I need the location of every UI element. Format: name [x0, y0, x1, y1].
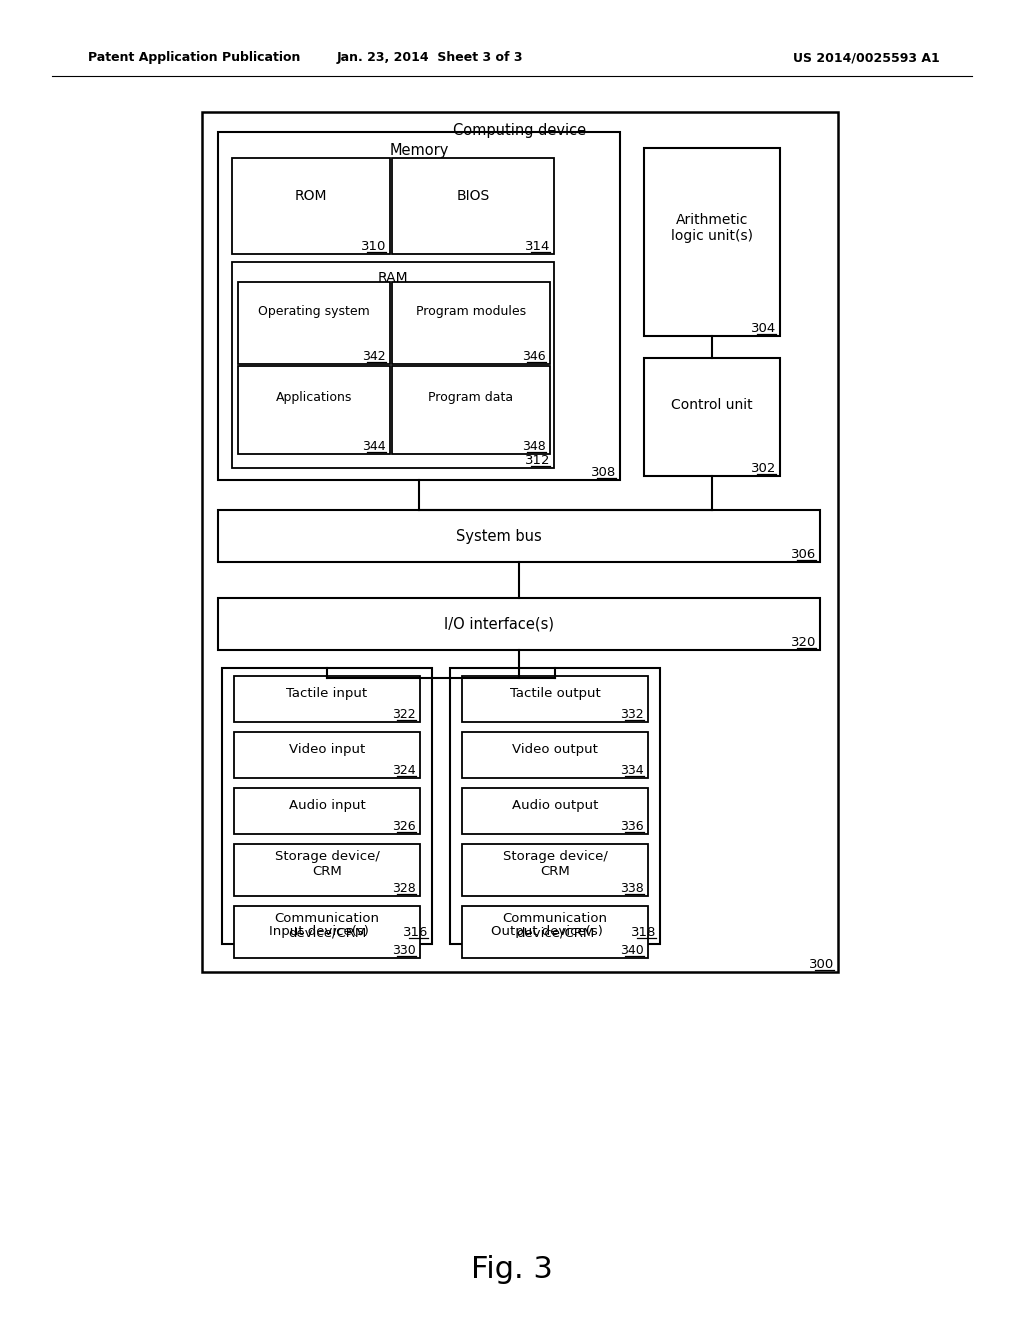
Text: 308: 308 — [591, 466, 616, 479]
Bar — [234, 788, 420, 834]
Text: Communication
device/CRM: Communication device/CRM — [274, 912, 380, 940]
Text: 302: 302 — [751, 462, 776, 474]
Text: Memory: Memory — [389, 143, 449, 157]
Text: Fig. 3: Fig. 3 — [471, 1255, 553, 1284]
Bar — [222, 668, 432, 944]
Text: Tactile input: Tactile input — [287, 688, 368, 701]
Text: Storage device/
CRM: Storage device/ CRM — [274, 850, 380, 878]
Text: 304: 304 — [751, 322, 776, 334]
Text: Tactile output: Tactile output — [510, 688, 600, 701]
Bar — [392, 366, 550, 454]
Text: 324: 324 — [392, 763, 416, 776]
Text: 346: 346 — [522, 350, 546, 363]
Bar — [238, 282, 390, 364]
Text: 344: 344 — [362, 440, 386, 453]
Text: RAM: RAM — [378, 271, 409, 285]
Bar — [462, 733, 648, 777]
Bar — [462, 843, 648, 896]
Text: 314: 314 — [524, 239, 550, 252]
Bar — [232, 158, 390, 253]
Text: I/O interface(s): I/O interface(s) — [444, 616, 554, 631]
Text: 306: 306 — [791, 548, 816, 561]
Text: ROM: ROM — [295, 189, 328, 203]
Text: 336: 336 — [621, 820, 644, 833]
Text: Output device(s): Output device(s) — [492, 925, 603, 939]
Bar — [232, 261, 554, 469]
Text: 326: 326 — [392, 820, 416, 833]
Text: Control unit: Control unit — [671, 399, 753, 412]
Bar — [462, 676, 648, 722]
Text: Jan. 23, 2014  Sheet 3 of 3: Jan. 23, 2014 Sheet 3 of 3 — [337, 51, 523, 65]
Text: 330: 330 — [392, 944, 416, 957]
Bar — [450, 668, 660, 944]
Text: 332: 332 — [621, 708, 644, 721]
Text: US 2014/0025593 A1: US 2014/0025593 A1 — [794, 51, 940, 65]
Bar — [392, 282, 550, 364]
Bar — [218, 598, 820, 649]
Text: Video input: Video input — [289, 743, 366, 756]
Text: Input device(s): Input device(s) — [269, 925, 369, 939]
Text: 342: 342 — [362, 350, 386, 363]
Text: Program modules: Program modules — [416, 305, 526, 318]
Text: 340: 340 — [621, 944, 644, 957]
Text: System bus: System bus — [456, 528, 542, 544]
Text: 300: 300 — [809, 957, 834, 970]
Text: 312: 312 — [524, 454, 550, 466]
Text: 338: 338 — [621, 882, 644, 895]
Bar — [644, 148, 780, 337]
Text: Applications: Applications — [275, 392, 352, 404]
Text: Arithmetic
logic unit(s): Arithmetic logic unit(s) — [671, 213, 753, 243]
Bar — [462, 906, 648, 958]
Text: Operating system: Operating system — [258, 305, 370, 318]
Bar — [218, 510, 820, 562]
Text: 334: 334 — [621, 763, 644, 776]
Bar — [234, 676, 420, 722]
Text: Video output: Video output — [512, 743, 598, 756]
Bar — [462, 788, 648, 834]
Text: 328: 328 — [392, 882, 416, 895]
Bar — [234, 843, 420, 896]
Text: Computing device: Computing device — [454, 123, 587, 137]
Text: BIOS: BIOS — [457, 189, 489, 203]
Bar — [392, 158, 554, 253]
Bar — [234, 906, 420, 958]
Bar — [202, 112, 838, 972]
Text: Patent Application Publication: Patent Application Publication — [88, 51, 300, 65]
Bar — [234, 733, 420, 777]
Bar — [218, 132, 620, 480]
Bar — [644, 358, 780, 477]
Text: 318: 318 — [631, 925, 656, 939]
Text: Program data: Program data — [428, 392, 514, 404]
Text: Audio input: Audio input — [289, 800, 366, 813]
Text: Audio output: Audio output — [512, 800, 598, 813]
Text: 320: 320 — [791, 635, 816, 648]
Bar — [238, 366, 390, 454]
Text: Storage device/
CRM: Storage device/ CRM — [503, 850, 607, 878]
Text: 322: 322 — [392, 708, 416, 721]
Text: 348: 348 — [522, 440, 546, 453]
Text: 316: 316 — [402, 925, 428, 939]
Text: Communication
device/CRM: Communication device/CRM — [503, 912, 607, 940]
Text: 310: 310 — [360, 239, 386, 252]
